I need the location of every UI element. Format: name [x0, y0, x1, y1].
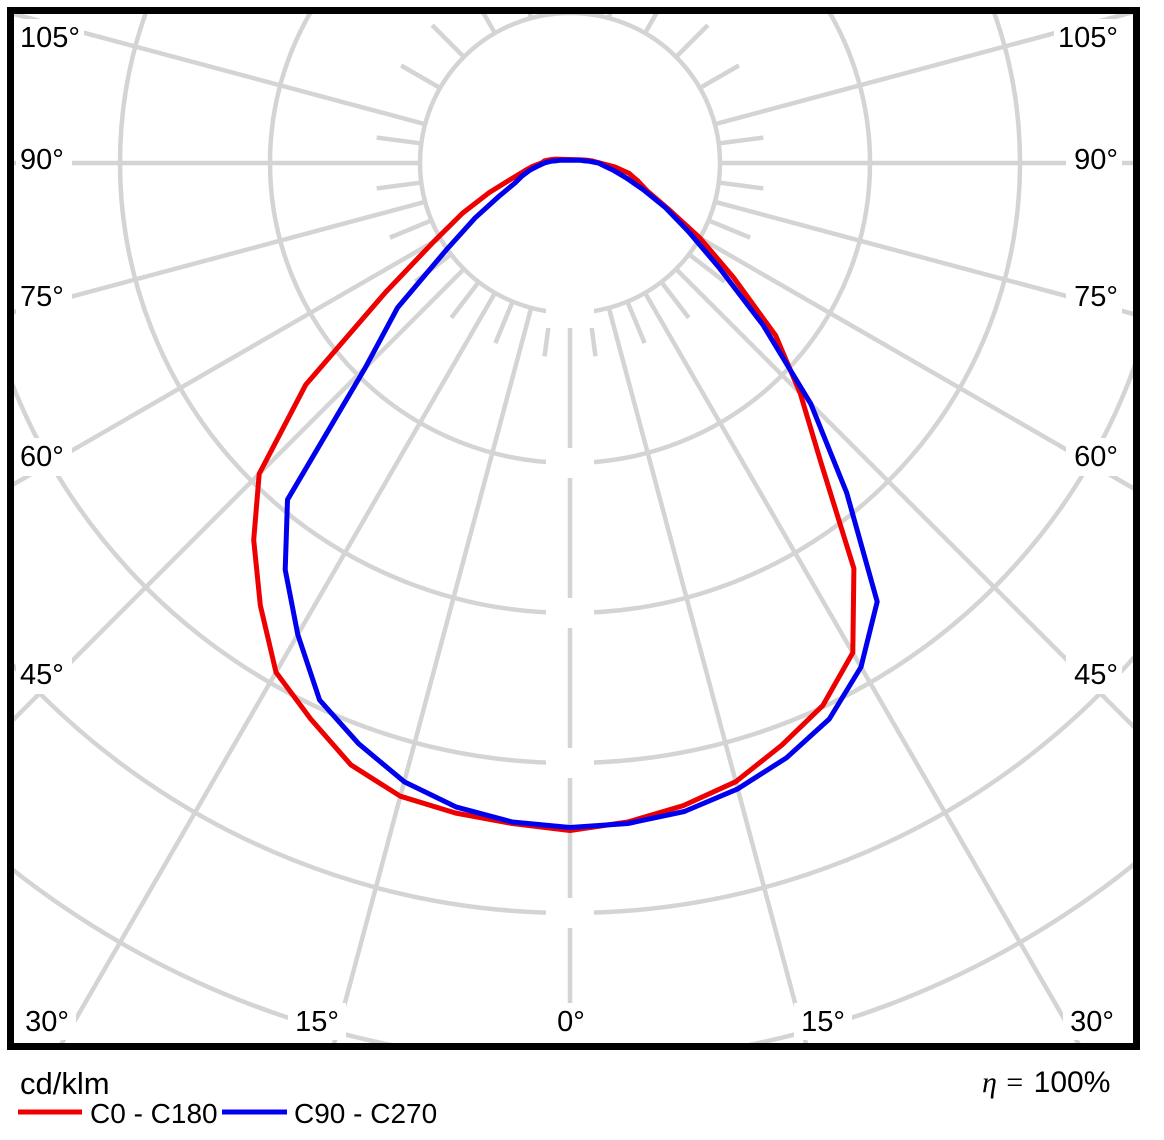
label-box-left-3 — [16, 438, 72, 476]
grid-tick-left-37.5 — [449, 280, 481, 320]
grid-tick-left-67.5 — [388, 218, 433, 240]
grid-ray-left-30 — [58, 291, 497, 1044]
angle-labels: 105° 90° 75° 60° 45° 105° 90° 75° 60° 45° 30° 15° 0°… — [16, 19, 1122, 1040]
angle-label-bottom-3: 15° — [801, 1006, 845, 1038]
grid-tick-left-82.5 — [376, 180, 422, 191]
angle-label-right-0: 105° — [1058, 22, 1118, 54]
grid-ray-right-105 — [714, 13, 1134, 127]
angle-label-left-2: 75° — [20, 281, 64, 313]
angle-label-left-4: 45° — [20, 659, 64, 691]
grid-ray-right-75 — [714, 199, 1134, 317]
grid-tick-left-150 — [480, 13, 497, 35]
grid-tick-left-22.5 — [493, 300, 515, 345]
angle-label-right-1: 90° — [1074, 144, 1118, 176]
ring-value-box-1 — [546, 298, 594, 328]
chart-frame — [7, 7, 1140, 1050]
label-box-bottom-4 — [1063, 1003, 1121, 1040]
angle-label-right-2: 75° — [1074, 281, 1118, 313]
label-box-left-1 — [16, 141, 72, 179]
intensity-curves — [251, 156, 880, 833]
label-box-bottom-3 — [794, 1003, 852, 1040]
grid-tick-right-135 — [674, 23, 710, 59]
label-box-bottom-0 — [18, 1003, 76, 1040]
grid-tick-right-97.5 — [718, 135, 764, 146]
grid-ray-right-15 — [606, 307, 809, 1044]
grid-tick-left-120 — [400, 63, 442, 90]
label-box-right-3 — [1066, 438, 1122, 476]
label-box-right-2 — [1066, 278, 1122, 316]
grid-ray-left-15 — [331, 307, 534, 1044]
grid-tick-right-67.5 — [707, 218, 752, 240]
angle-label-bottom-4: 30° — [1070, 1006, 1114, 1038]
angle-label-bottom-0: 30° — [25, 1006, 69, 1038]
angle-label-right-3: 60° — [1074, 441, 1118, 473]
grid-ring-1 — [417, 13, 723, 316]
grid-tick-right-52.5 — [687, 252, 727, 284]
angle-label-left-3: 60° — [20, 441, 64, 473]
grid-tick-right-37.5 — [659, 280, 691, 320]
grid-tick-right-22.5 — [625, 300, 647, 345]
ring-value-box-3 — [546, 598, 594, 628]
grid-ray-right-30 — [643, 291, 1082, 1044]
ring-value-box-5 — [546, 898, 594, 928]
angle-label-left-1: 90° — [20, 144, 64, 176]
grid-tick-right-82.5 — [718, 180, 764, 191]
grid-tick-left-97.5 — [376, 135, 422, 146]
legend-label-c0-c180: C0 - C180 — [90, 1098, 218, 1129]
unit-label: cd/klm — [20, 1066, 110, 1101]
ring-value-box-4 — [546, 748, 594, 778]
angle-label-bottom-1: 15° — [295, 1006, 339, 1038]
label-box-left-4 — [16, 656, 72, 694]
grid-tick-right-120 — [698, 63, 740, 90]
grid-ray-left-105 — [13, 13, 426, 127]
grid-ray-right-45 — [674, 267, 1134, 731]
grid-tick-left-135 — [430, 23, 466, 59]
grid-ray-left-75 — [13, 199, 426, 315]
label-box-right-1 — [1066, 141, 1122, 179]
ring-value-boxes — [546, 298, 594, 928]
label-box-right-4 — [1066, 656, 1122, 694]
legend-label-c90-c270: C90 - C270 — [294, 1098, 437, 1129]
angle-label-right-4: 45° — [1074, 659, 1118, 691]
grid-tick-right-150 — [643, 13, 660, 35]
efficiency-label: η = 100% — [982, 1066, 1110, 1099]
grid-ray-right-60 — [698, 236, 1134, 492]
angle-label-bottom-2: 0° — [557, 1006, 585, 1038]
ring-value-box-2 — [546, 448, 594, 478]
label-box-bottom-1 — [288, 1003, 346, 1040]
label-box-left-2 — [16, 278, 72, 316]
label-box-right-0 — [1054, 19, 1122, 57]
label-box-bottom-2 — [549, 1003, 593, 1040]
grid-ray-left-60 — [13, 236, 442, 488]
curve-c90-c270 — [282, 157, 880, 830]
label-box-left-0 — [16, 19, 84, 57]
angle-label-left-0: 105° — [20, 22, 80, 54]
